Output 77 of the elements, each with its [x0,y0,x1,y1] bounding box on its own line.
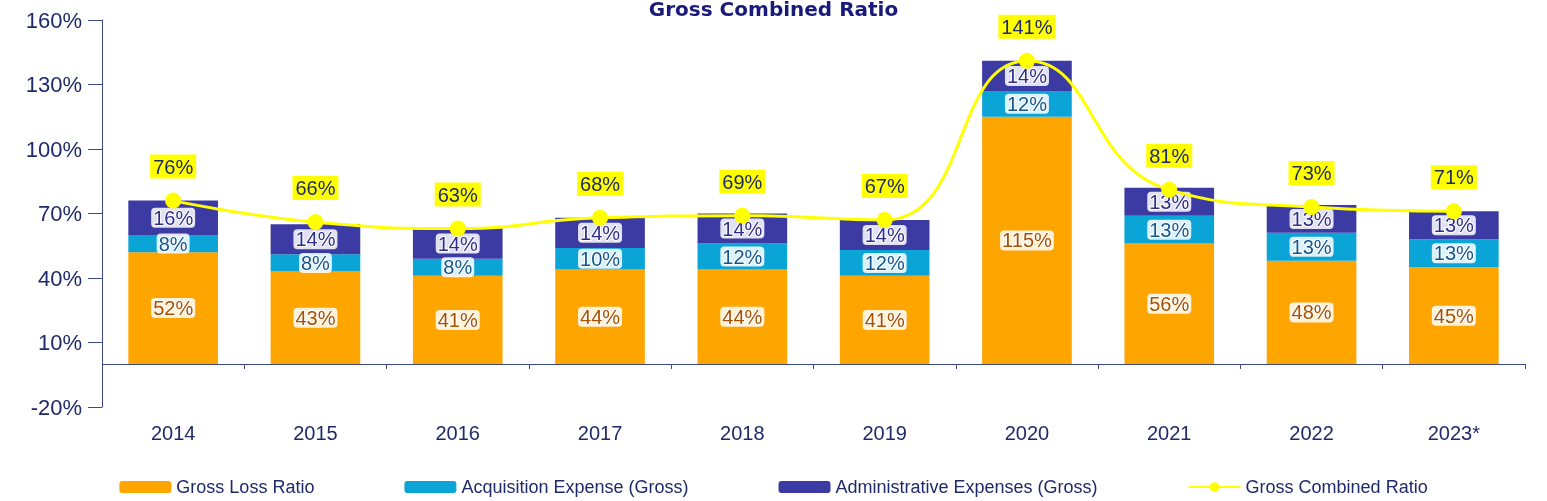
data-label: 69% [722,170,763,193]
y-tick-label: -20% [30,394,82,420]
data-label: 12% [1006,92,1048,115]
bar [270,271,361,364]
bar [128,252,218,364]
y-tick-label: 100% [25,136,82,162]
bar [1409,267,1499,364]
bar [412,275,503,364]
x-tick-label: 2020 [1004,422,1050,444]
data-label: 44% [722,305,763,328]
data-label: 13% [1149,218,1190,241]
legend-label: Gross Loss Ratio [176,477,315,497]
data-label: 43% [295,306,336,329]
data-label: 13% [1433,242,1475,265]
data-label: 81% [1149,144,1190,167]
data-label: 8% [158,232,188,255]
legend-label: Acquisition Expense (Gross) [461,477,689,497]
bar [839,275,930,364]
data-label: 76% [153,155,194,178]
y-tick-label: 70% [37,201,82,226]
chart-title: Gross Combined Ratio [648,0,899,21]
x-tick-label: 2015 [293,422,338,444]
data-label: 14% [580,221,621,244]
x-tick-label: 2016 [435,422,480,444]
bar [555,269,645,364]
bar [1124,243,1215,364]
data-label: 16% [153,206,194,229]
bar [982,116,1072,364]
legend-label: Administrative Expenses (Gross) [835,477,1098,497]
data-label: 41% [864,308,905,331]
data-label: 44% [580,305,621,328]
point [449,220,466,237]
y-tick-label: 40% [37,265,82,291]
y-tick-label: 10% [37,330,82,355]
data-label: 13% [1149,190,1190,213]
legend-label: Gross Combined Ratio [1245,477,1428,497]
data-label: 12% [722,245,763,268]
point [165,192,182,209]
data-label: 8% [301,251,331,274]
data-label: 12% [864,251,905,274]
data-label: 63% [437,183,478,206]
bar [697,269,788,364]
x-tick-label: 2018 [720,422,765,444]
data-label: 115% [1002,229,1052,252]
x-tick-label: 2014 [150,422,196,444]
data-label: 68% [580,172,621,195]
data-label: 41% [437,308,478,331]
data-label: 13% [1433,214,1475,237]
data-label: 71% [1433,166,1475,189]
data-label: 67% [864,174,905,197]
data-label: 66% [295,177,336,200]
x-tick-label: 2023* [1427,422,1481,444]
data-label: 14% [437,232,478,255]
data-label: 14% [295,228,336,251]
x-tick-label: 2017 [577,422,623,444]
x-tick-label: 2021 [1147,422,1192,444]
data-label: 14% [864,224,905,246]
data-label: 52% [153,297,194,320]
data-label: 73% [1291,162,1332,185]
x-tick-label: 2022 [1289,422,1334,444]
data-label: 14% [722,217,763,240]
x-tick-label: 2019 [862,422,907,444]
point [1018,52,1035,69]
data-label: 13% [1291,235,1332,258]
y-tick-label: 130% [25,72,82,97]
point [592,209,609,226]
data-label: 141% [1001,15,1053,38]
point [876,211,893,228]
data-label: 48% [1291,301,1332,324]
data-label: 45% [1433,304,1475,327]
y-tick-label: 160% [25,7,82,33]
data-label: 8% [443,256,473,279]
data-label: 56% [1149,292,1190,315]
data-label: 14% [1006,64,1048,87]
bar [1266,260,1357,364]
point [307,214,324,231]
data-label: 10% [580,247,621,270]
